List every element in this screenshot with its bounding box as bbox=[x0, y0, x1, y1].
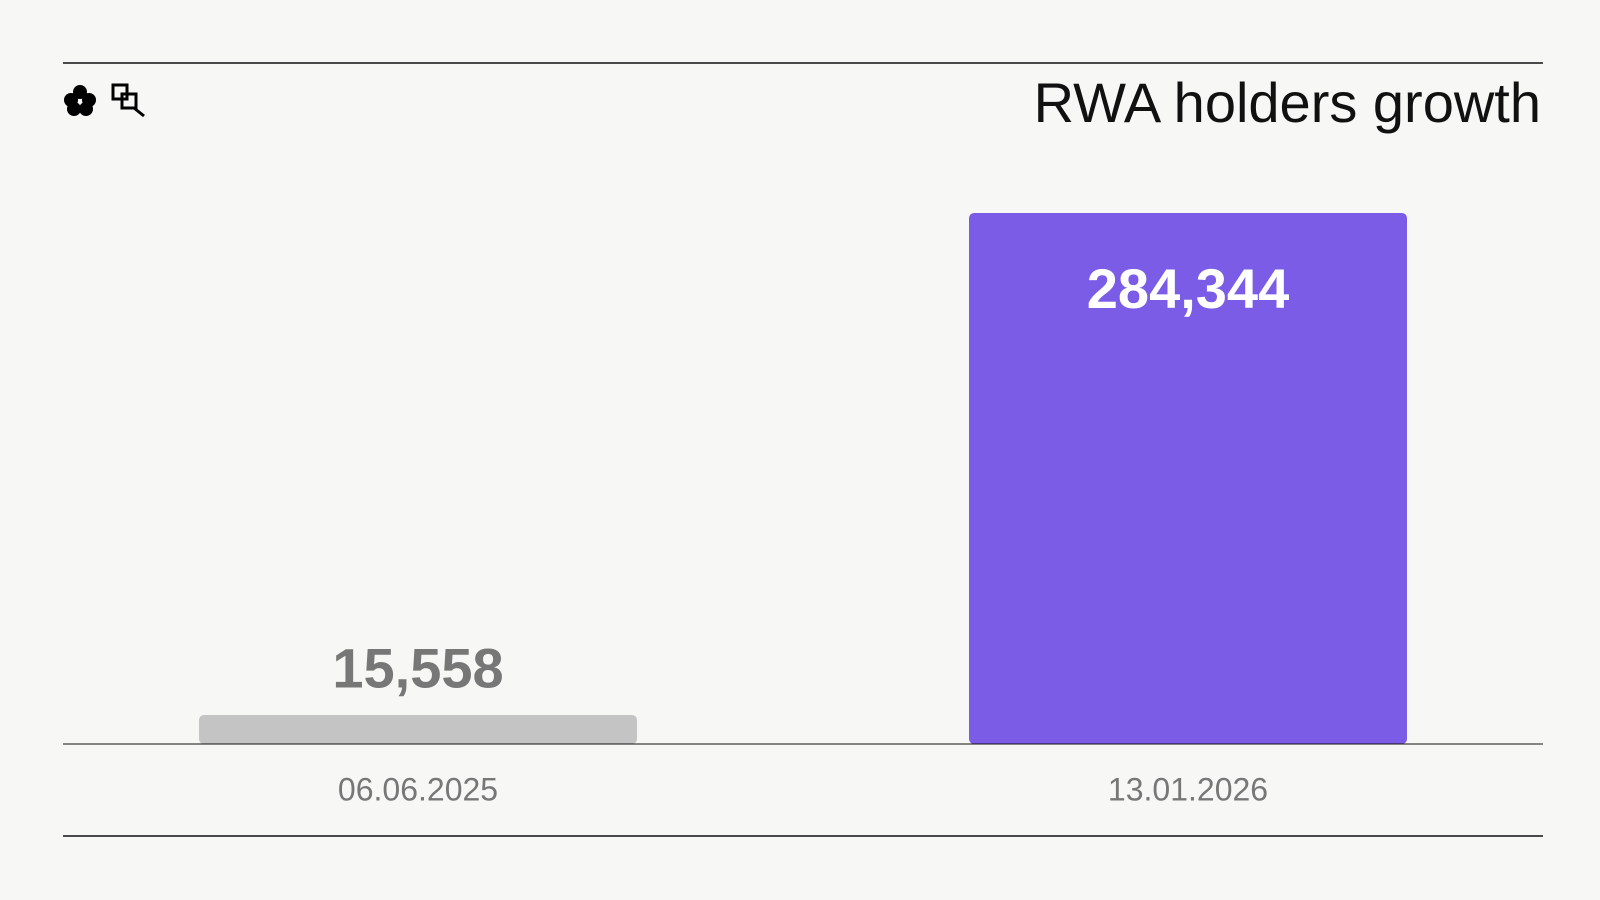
logo-mark bbox=[111, 83, 145, 118]
bar bbox=[199, 714, 637, 744]
value-label: 284,344 bbox=[1087, 257, 1289, 320]
x-tick-label: 06.06.2025 bbox=[338, 771, 498, 807]
logo bbox=[64, 85, 96, 116]
bar bbox=[969, 213, 1407, 744]
x-tick-label: 13.01.2026 bbox=[1108, 771, 1268, 807]
chart-title: RWA holders growth bbox=[1034, 71, 1541, 134]
value-label: 15,558 bbox=[332, 637, 503, 700]
